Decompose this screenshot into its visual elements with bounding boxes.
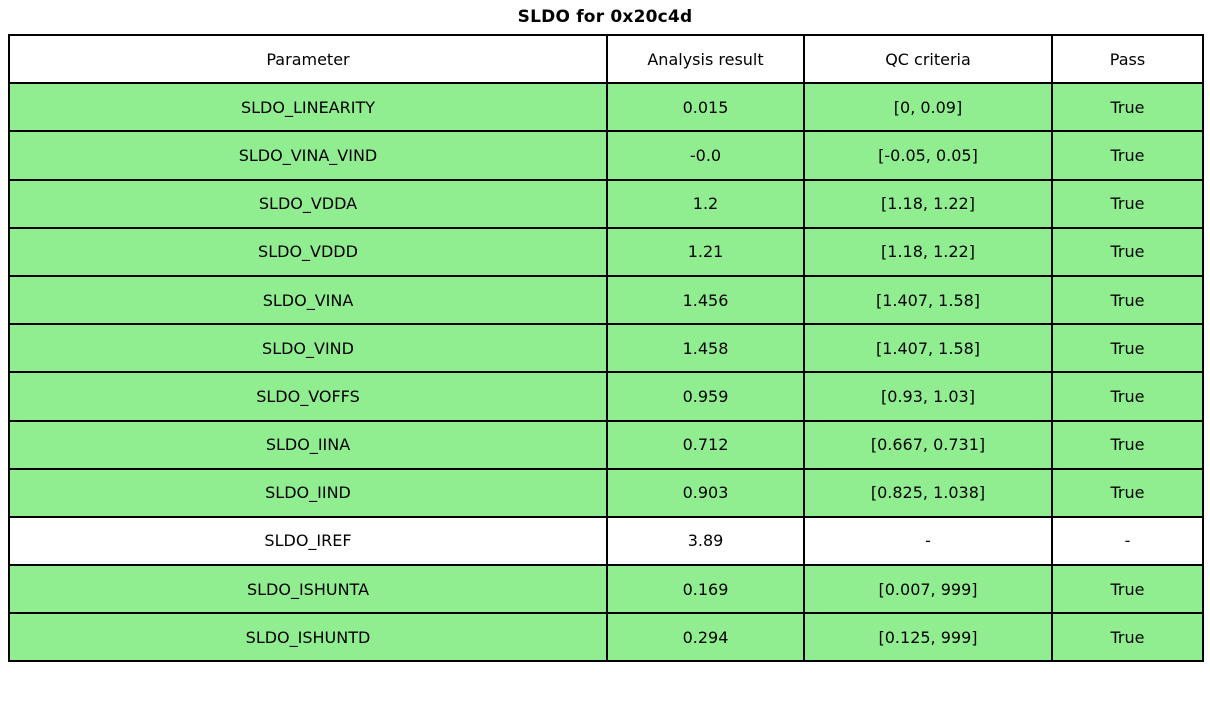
- cell-parameter: SLDO_VINA_VIND: [8, 130, 608, 181]
- header-parameter: Parameter: [8, 33, 608, 85]
- cell-pass: True: [1051, 130, 1204, 181]
- table-row: SLDO_VDDA 1.2 [1.18, 1.22] True: [8, 178, 1204, 229]
- cell-parameter: SLDO_VOFFS: [8, 371, 608, 422]
- table-row: SLDO_VIND 1.458 [1.407, 1.58] True: [8, 323, 1204, 374]
- cell-qc-criteria: [-0.05, 0.05]: [803, 130, 1053, 181]
- cell-parameter: SLDO_IINA: [8, 419, 608, 470]
- table-body: SLDO_LINEARITY 0.015 [0, 0.09] True SLDO…: [8, 82, 1204, 663]
- cell-analysis-result: 0.015: [606, 82, 805, 133]
- header-pass: Pass: [1051, 33, 1204, 85]
- cell-parameter: SLDO_VINA: [8, 274, 608, 326]
- cell-analysis-result: 0.959: [606, 371, 805, 422]
- cell-pass: True: [1051, 274, 1204, 326]
- cell-analysis-result: 0.169: [606, 564, 805, 615]
- qc-table: Parameter Analysis result QC criteria Pa…: [8, 33, 1204, 663]
- table-row: SLDO_VOFFS 0.959 [0.93, 1.03] True: [8, 371, 1204, 422]
- cell-parameter: SLDO_VDDD: [8, 226, 608, 277]
- cell-analysis-result: 0.903: [606, 467, 805, 518]
- cell-analysis-result: 1.2: [606, 178, 805, 229]
- cell-parameter: SLDO_ISHUNTD: [8, 612, 608, 663]
- cell-pass: True: [1051, 612, 1204, 663]
- cell-analysis-result: 0.294: [606, 612, 805, 663]
- table-row: SLDO_IREF 3.89 - -: [8, 515, 1204, 567]
- table-row: SLDO_ISHUNTA 0.169 [0.007, 999] True: [8, 564, 1204, 615]
- header-row: Parameter Analysis result QC criteria Pa…: [8, 33, 1204, 85]
- cell-qc-criteria: [0.93, 1.03]: [803, 371, 1053, 422]
- cell-qc-criteria: [1.18, 1.22]: [803, 226, 1053, 277]
- cell-analysis-result: 1.21: [606, 226, 805, 277]
- cell-pass: True: [1051, 178, 1204, 229]
- table-row: SLDO_IIND 0.903 [0.825, 1.038] True: [8, 467, 1204, 518]
- cell-pass: -: [1051, 515, 1204, 567]
- cell-qc-criteria: [1.18, 1.22]: [803, 178, 1053, 229]
- cell-qc-criteria: -: [803, 515, 1053, 567]
- cell-analysis-result: 3.89: [606, 515, 805, 567]
- cell-pass: True: [1051, 371, 1204, 422]
- header-qc-criteria: QC criteria: [803, 33, 1053, 85]
- cell-parameter: SLDO_IIND: [8, 467, 608, 518]
- cell-qc-criteria: [0.667, 0.731]: [803, 419, 1053, 470]
- cell-parameter: SLDO_VDDA: [8, 178, 608, 229]
- table-row: SLDO_VINA 1.456 [1.407, 1.58] True: [8, 274, 1204, 326]
- cell-qc-criteria: [0.125, 999]: [803, 612, 1053, 663]
- cell-analysis-result: 1.458: [606, 323, 805, 374]
- cell-qc-criteria: [0.007, 999]: [803, 564, 1053, 615]
- table-row: SLDO_ISHUNTD 0.294 [0.125, 999] True: [8, 612, 1204, 663]
- cell-parameter: SLDO_VIND: [8, 323, 608, 374]
- cell-parameter: SLDO_LINEARITY: [8, 82, 608, 133]
- cell-qc-criteria: [1.407, 1.58]: [803, 274, 1053, 326]
- table-row: SLDO_LINEARITY 0.015 [0, 0.09] True: [8, 82, 1204, 133]
- cell-pass: True: [1051, 226, 1204, 277]
- table-row: SLDO_IINA 0.712 [0.667, 0.731] True: [8, 419, 1204, 470]
- cell-pass: True: [1051, 564, 1204, 615]
- cell-analysis-result: 0.712: [606, 419, 805, 470]
- cell-qc-criteria: [0, 0.09]: [803, 82, 1053, 133]
- cell-parameter: SLDO_ISHUNTA: [8, 564, 608, 615]
- page-title: SLDO for 0x20c4d: [517, 7, 693, 27]
- header-analysis-result: Analysis result: [606, 33, 805, 85]
- cell-analysis-result: -0.0: [606, 130, 805, 181]
- cell-pass: True: [1051, 323, 1204, 374]
- cell-parameter: SLDO_IREF: [8, 515, 608, 567]
- cell-analysis-result: 1.456: [606, 274, 805, 326]
- cell-pass: True: [1051, 82, 1204, 133]
- cell-pass: True: [1051, 419, 1204, 470]
- cell-qc-criteria: [1.407, 1.58]: [803, 323, 1053, 374]
- cell-qc-criteria: [0.825, 1.038]: [803, 467, 1053, 518]
- cell-pass: True: [1051, 467, 1204, 518]
- table-row: SLDO_VINA_VIND -0.0 [-0.05, 0.05] True: [8, 130, 1204, 181]
- table-row: SLDO_VDDD 1.21 [1.18, 1.22] True: [8, 226, 1204, 277]
